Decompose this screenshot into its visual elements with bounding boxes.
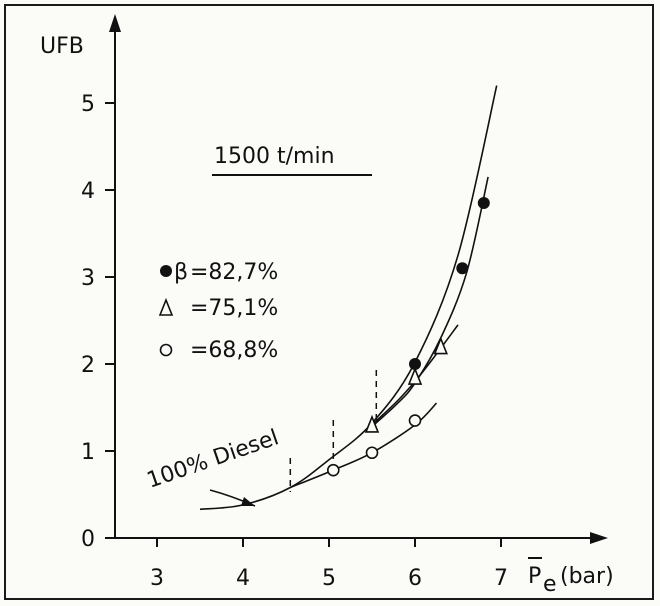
y-axis-label: UFB [40,34,84,59]
y-tick-label: 5 [81,92,95,117]
y-tick-label: 3 [81,266,95,291]
figure-frame [4,4,654,600]
x-axis-arrow [590,532,608,544]
data-point [477,197,490,210]
x-axis-label-unit: (bar) [560,564,614,589]
legend-marker [158,297,174,316]
diesel-label-arrowhead [241,497,255,506]
curve-beta-82-7 [371,176,489,428]
legend-label: =82,7% [190,260,278,285]
legend-marker [160,265,172,277]
y-tick-label: 1 [81,440,95,465]
data-point [364,414,380,433]
x-tick-label: 6 [408,566,422,591]
y-tick-label: 4 [81,179,95,204]
legend-label: =68,8% [190,338,278,363]
legend-marker [159,343,173,357]
data-point [408,414,422,427]
y-tick-label: 2 [81,353,95,378]
y-tick-label: 0 [81,527,95,552]
x-axis-label-symbol: P [528,564,541,589]
legend-symbol: β [174,260,188,285]
diesel-curve-label: 100% Diesel [144,425,282,493]
x-tick-label: 7 [494,566,508,591]
data-point [409,358,421,370]
x-tick-label: 5 [322,566,336,591]
x-tick-label: 3 [150,566,164,591]
data-point [433,336,448,355]
chart-title: 1500 t/min [214,144,335,169]
y-axis-arrow [109,14,121,32]
legend-label: =75,1% [190,296,278,321]
x-axis-label-subscript: e [543,572,557,597]
data-point [365,446,379,460]
data-point [456,262,469,275]
data-point [326,463,340,477]
x-tick-label: 4 [236,566,250,591]
data-point [407,366,423,385]
